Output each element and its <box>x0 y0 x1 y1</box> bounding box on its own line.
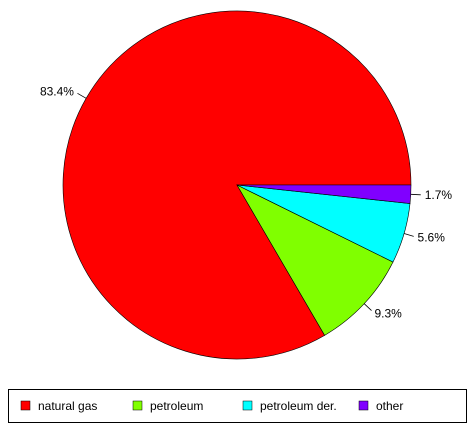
percent-label-other: 1.7% <box>425 188 453 202</box>
leader-line-petroleum <box>363 303 372 311</box>
pie-slices <box>62 10 412 360</box>
legend-label-petroleum-der: petroleum der. <box>260 399 337 413</box>
legend-swatch-petroleum-der <box>242 400 253 411</box>
percent-label-natural-gas: 83.4% <box>40 84 74 98</box>
legend: natural gas petroleum petroleum der. other <box>8 389 467 423</box>
leader-line-natural-gas <box>77 92 87 99</box>
legend-label-natural-gas: natural gas <box>38 399 97 413</box>
legend-swatch-petroleum <box>132 400 143 411</box>
leader-line-petroleum-der <box>403 233 414 237</box>
leader-line-other <box>410 193 421 196</box>
legend-label-petroleum: petroleum <box>150 399 203 413</box>
legend-swatch-other <box>358 400 369 411</box>
percent-label-petroleum: 9.3% <box>374 306 402 320</box>
legend-swatch-natural-gas <box>20 400 31 411</box>
percent-label-petroleum-der: 5.6% <box>418 230 446 244</box>
legend-box <box>8 389 467 423</box>
pie-label-leaders <box>77 92 421 311</box>
pie-percent-labels: 83.4% 9.3% 5.6% 1.7% <box>40 84 452 320</box>
pie-slice-other <box>236 184 412 204</box>
legend-label-other: other <box>376 399 403 413</box>
